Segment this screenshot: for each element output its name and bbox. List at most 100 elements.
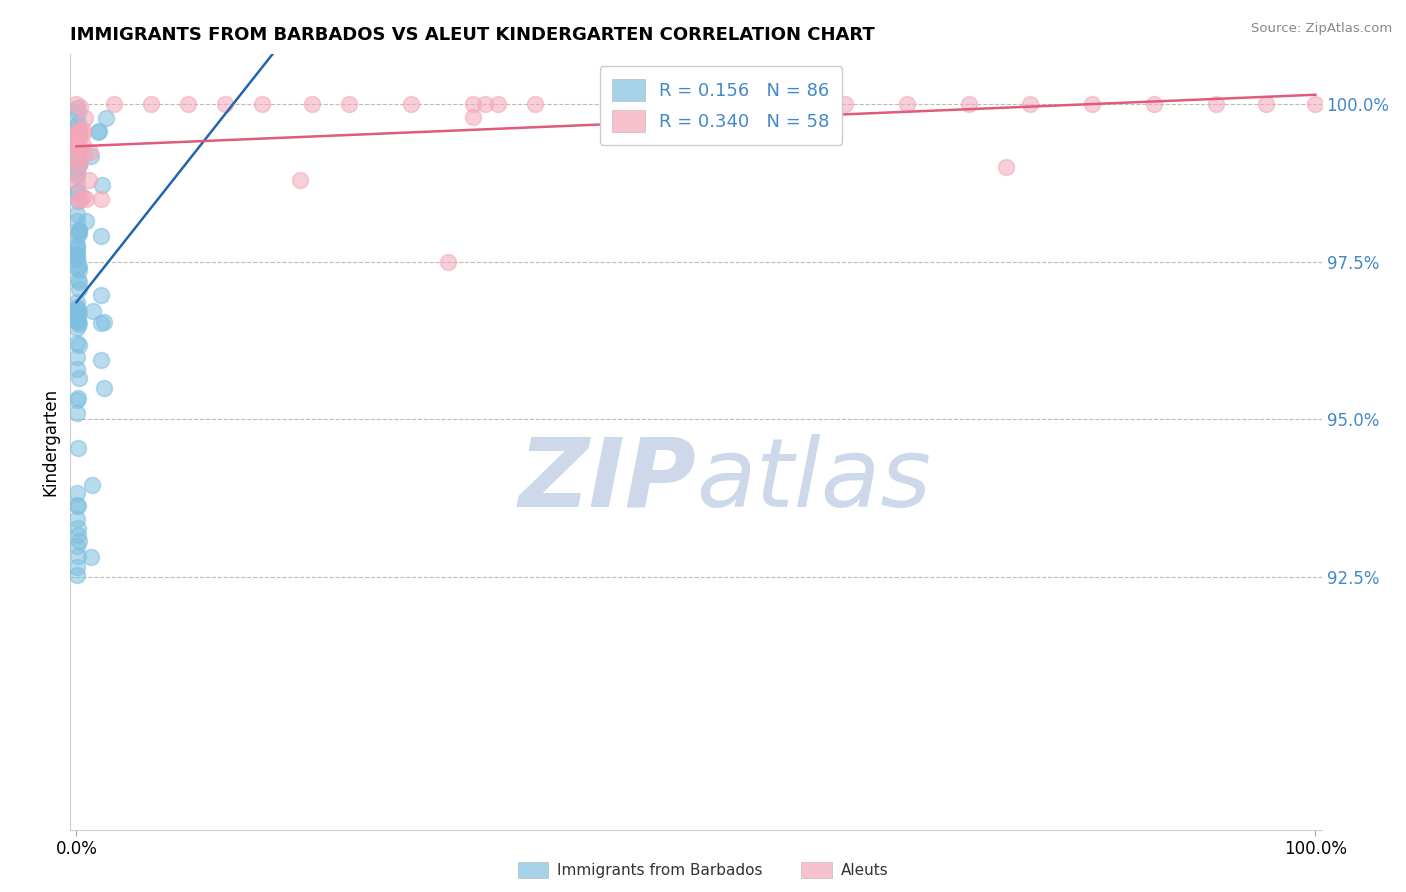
- Point: [73, 146, 96, 161]
- Point: [65, 238, 87, 252]
- Point: [80, 550, 103, 565]
- Point: [75, 192, 97, 206]
- Point: [67, 304, 90, 318]
- Point: [66, 568, 89, 582]
- Point: [66, 132, 89, 146]
- Point: [1019, 97, 1042, 112]
- Point: [90, 316, 112, 330]
- Point: [66, 441, 89, 455]
- Point: [772, 97, 794, 112]
- Point: [75, 214, 97, 228]
- Point: [66, 138, 89, 153]
- Point: [461, 97, 484, 112]
- Point: [66, 320, 89, 334]
- Point: [486, 97, 509, 112]
- Point: [69, 156, 91, 170]
- Point: [66, 252, 89, 266]
- Point: [65, 260, 87, 275]
- Point: [66, 133, 89, 147]
- Point: [66, 305, 89, 319]
- Point: [66, 310, 89, 325]
- Point: [66, 116, 89, 130]
- Point: [66, 213, 89, 227]
- Point: [67, 142, 90, 156]
- Point: [66, 135, 89, 149]
- Point: [72, 126, 94, 140]
- Point: [66, 486, 89, 500]
- Point: [1081, 97, 1104, 112]
- Point: [90, 178, 112, 193]
- Point: [139, 97, 162, 112]
- Point: [834, 97, 856, 112]
- Point: [66, 392, 89, 407]
- Point: [66, 500, 89, 514]
- Point: [65, 128, 87, 143]
- Point: [65, 207, 87, 221]
- Text: IMMIGRANTS FROM BARBADOS VS ALEUT KINDERGARTEN CORRELATION CHART: IMMIGRANTS FROM BARBADOS VS ALEUT KINDER…: [70, 26, 875, 44]
- Point: [66, 123, 89, 137]
- Point: [66, 252, 89, 266]
- Point: [67, 282, 90, 296]
- Point: [66, 362, 89, 376]
- Point: [66, 512, 89, 526]
- Point: [103, 97, 125, 112]
- Point: [66, 312, 89, 326]
- Point: [67, 223, 90, 237]
- Point: [90, 229, 112, 244]
- Point: [1143, 97, 1166, 112]
- Point: [66, 169, 89, 183]
- Point: [66, 244, 89, 258]
- Point: [69, 192, 91, 206]
- Point: [66, 151, 89, 165]
- Point: [66, 166, 89, 180]
- Point: [994, 160, 1017, 174]
- Point: [67, 311, 90, 326]
- Point: [337, 97, 360, 112]
- Point: [67, 105, 90, 120]
- Point: [66, 521, 89, 535]
- Point: [214, 97, 236, 112]
- Point: [67, 149, 90, 163]
- Point: [896, 97, 918, 112]
- Point: [461, 110, 484, 124]
- Point: [66, 136, 89, 150]
- Point: [90, 288, 112, 302]
- Point: [177, 97, 200, 112]
- Point: [87, 124, 110, 138]
- Point: [1254, 97, 1277, 112]
- Point: [67, 263, 90, 277]
- Point: [65, 499, 87, 513]
- Point: [82, 304, 104, 318]
- Point: [80, 148, 103, 162]
- Point: [66, 335, 89, 350]
- Point: [67, 123, 90, 137]
- Point: [252, 97, 274, 112]
- Point: [399, 97, 422, 112]
- Point: [598, 97, 620, 112]
- Point: [957, 97, 980, 112]
- Point: [93, 315, 115, 329]
- Point: [66, 124, 89, 138]
- Point: [72, 190, 94, 204]
- Text: atlas: atlas: [696, 434, 931, 527]
- Point: [66, 273, 89, 287]
- Point: [67, 391, 90, 405]
- Point: [66, 560, 89, 574]
- Point: [66, 294, 89, 309]
- Point: [93, 381, 115, 395]
- Point: [66, 184, 89, 198]
- Point: [66, 407, 89, 421]
- Point: [67, 317, 90, 331]
- Point: [67, 158, 90, 172]
- Point: [90, 353, 112, 368]
- Point: [87, 125, 110, 139]
- Point: [72, 123, 94, 137]
- Point: [66, 314, 89, 328]
- Point: [65, 101, 87, 115]
- Point: [67, 226, 90, 240]
- Point: [66, 168, 89, 182]
- Point: [66, 228, 89, 243]
- Point: [66, 176, 89, 190]
- Point: [66, 130, 89, 145]
- Point: [67, 259, 90, 273]
